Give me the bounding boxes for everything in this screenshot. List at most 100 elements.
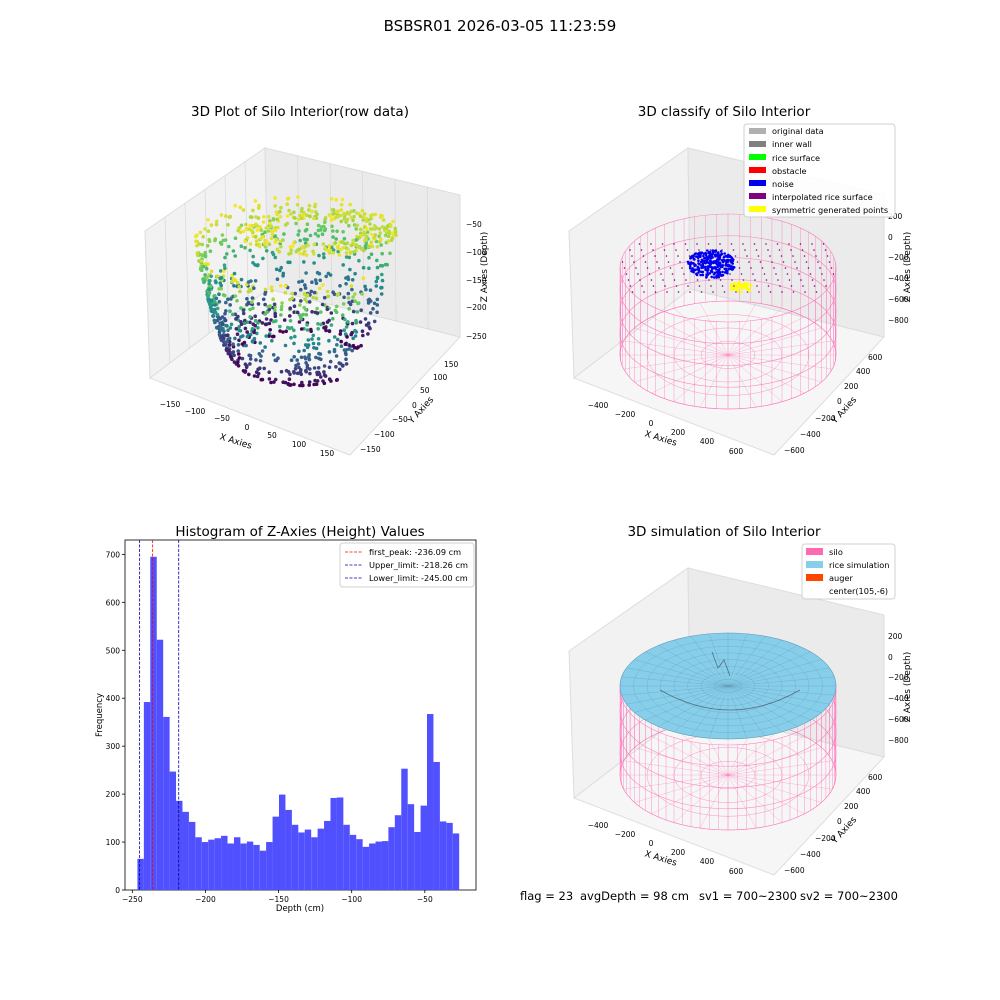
interpolated-point	[794, 261, 796, 263]
panel-raw-3d: 3D Plot of Silo Interior(row data) −150 …	[144, 104, 490, 458]
raw-3d-point	[341, 302, 346, 306]
raw-3d-point	[208, 249, 213, 253]
footer-flag: flag = 23	[520, 889, 573, 903]
raw-3d-point	[298, 251, 303, 256]
histogram-bar	[182, 811, 189, 890]
simulation-3d-rice-surface	[619, 632, 837, 740]
histogram-bar	[298, 832, 305, 890]
raw-3d-point	[224, 214, 228, 218]
interpolated-point	[641, 285, 643, 287]
raw-3d-point	[238, 230, 243, 235]
raw-3d-point	[285, 202, 290, 206]
raw-3d-point	[233, 203, 237, 208]
raw-3d-point	[236, 349, 240, 353]
raw-3d-point	[322, 364, 327, 368]
raw-3d-point	[344, 255, 349, 259]
raw-3d-point	[233, 294, 238, 298]
raw-3d-point	[344, 325, 349, 329]
raw-3d-point	[332, 335, 337, 339]
raw-3d-point	[265, 226, 269, 230]
interpolated-point	[830, 267, 833, 269]
raw-3d-point	[361, 276, 366, 281]
interpolated-point	[809, 273, 812, 275]
histogram-bar	[169, 771, 177, 890]
raw-3d-point	[331, 208, 336, 212]
raw-3d-point	[273, 308, 277, 313]
raw-3d-point	[237, 325, 241, 329]
interpolated-point	[625, 273, 628, 275]
raw-3d-point	[310, 337, 314, 341]
histogram-bar	[195, 837, 202, 890]
raw-3d-point	[203, 273, 207, 277]
raw-3d-point	[322, 381, 327, 386]
raw-3d-ytick: 150	[444, 360, 459, 369]
raw-3d-point	[220, 334, 224, 339]
raw-3d-point	[218, 240, 223, 245]
raw-3d-point	[348, 267, 352, 272]
raw-3d-point	[279, 205, 283, 210]
raw-3d-point	[235, 299, 239, 303]
raw-3d-point	[352, 223, 357, 227]
classify-3d-floor-pane	[572, 288, 885, 456]
raw-3d-point	[335, 229, 339, 233]
histogram-bar	[401, 768, 408, 890]
interpolated-point	[650, 279, 653, 281]
raw-3d-point	[330, 224, 334, 229]
legend-label: center(105,-6)	[829, 586, 888, 596]
raw-3d-point	[308, 214, 312, 218]
raw-3d-point	[379, 243, 384, 247]
raw-3d-point	[236, 360, 240, 365]
raw-3d-point	[354, 227, 359, 231]
raw-3d-point	[232, 353, 236, 358]
raw-3d-ztick: −50	[466, 220, 482, 229]
raw-3d-point	[260, 321, 265, 325]
raw-3d-point	[375, 303, 380, 307]
raw-3d-point	[333, 241, 338, 245]
simulation-3d-ylabel: Y Axies	[829, 815, 859, 847]
symmetric-point	[732, 282, 736, 285]
raw-3d-point	[252, 330, 256, 335]
histogram-xtick-label: −50	[417, 895, 433, 904]
interpolated-point	[817, 261, 819, 263]
raw-3d-point	[271, 217, 276, 222]
interpolated-point	[753, 243, 756, 245]
raw-3d-point	[256, 326, 260, 330]
raw-3d-point	[350, 278, 355, 282]
raw-3d-point	[362, 212, 367, 216]
raw-3d-point	[322, 370, 326, 374]
raw-3d-point	[285, 214, 290, 218]
raw-3d-point	[271, 353, 276, 357]
raw-3d-point	[359, 343, 363, 348]
raw-3d-point	[274, 358, 279, 363]
raw-3d-point	[279, 265, 284, 270]
raw-3d-point	[205, 244, 210, 248]
raw-3d-point	[221, 339, 226, 344]
raw-3d-point	[324, 325, 328, 330]
noise-point	[702, 266, 705, 269]
noise-point	[699, 260, 703, 264]
histogram-bar	[349, 834, 357, 890]
histogram-bar	[240, 843, 247, 890]
raw-3d-point	[334, 354, 339, 358]
raw-3d-point	[261, 235, 265, 239]
raw-3d-point	[375, 258, 379, 263]
interpolated-point	[780, 255, 783, 257]
legend-swatch-interpolated	[749, 193, 766, 199]
classify-3d-noise-points	[686, 249, 736, 279]
noise-point	[691, 261, 695, 265]
raw-3d-point	[215, 306, 220, 311]
raw-3d-point	[363, 317, 368, 321]
raw-3d-point	[372, 301, 377, 306]
noise-point	[731, 262, 734, 265]
raw-3d-point	[270, 339, 274, 343]
interpolated-point	[652, 249, 654, 251]
raw-3d-point	[322, 255, 326, 260]
raw-3d-point	[327, 244, 332, 248]
interpolated-point	[654, 255, 656, 257]
raw-3d-point	[263, 287, 268, 292]
raw-3d-point	[364, 219, 369, 223]
raw-3d-point	[245, 236, 250, 240]
interpolated-point	[671, 273, 674, 275]
raw-3d-point	[251, 322, 256, 327]
raw-3d-point	[350, 299, 355, 304]
